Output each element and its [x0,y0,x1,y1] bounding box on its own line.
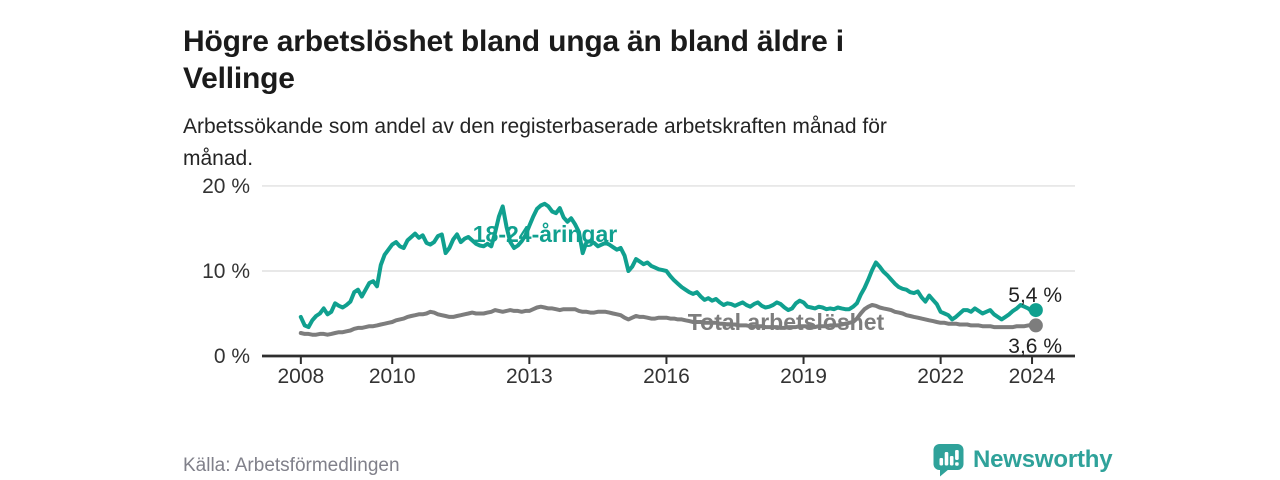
newsworthy-logo: Newsworthy [933,443,1113,477]
brand-name: Newsworthy [973,446,1113,473]
chart-subtitle: Arbetssökande som andel av den registerb… [183,111,1043,174]
y-tick-label: 10 % [202,260,250,283]
series-line-total [298,303,1038,337]
logo-bar-3 [949,456,954,466]
logo-bubble-tail [940,469,949,477]
x-tick-label: 2022 [917,365,964,388]
chart-subtitle-line1: Arbetssökande som andel av den registerb… [183,115,887,138]
source-note: Källa: Arbetsförmedlingen [183,455,400,476]
page-title-line1: Högre arbetslöshet bland unga än bland ä… [183,25,844,59]
series-label-total: Total arbetslöshet [688,309,885,335]
x-tick-label: 2010 [369,365,416,388]
x-tick-label: 2024 [1009,365,1056,388]
page-title: Högre arbetslöshet bland unga än bland ä… [183,24,1043,97]
series-label-young: 18-24-åringar [473,221,618,247]
newsworthy-logo-icon [933,444,964,477]
logo-bar-2 [944,452,949,466]
y-tick-label: 20 % [202,175,250,198]
logo-bar-1 [939,458,944,466]
page-title-line2: Vellinge [183,61,295,95]
series-end-dot-young [1028,303,1043,318]
x-tick-label: 2013 [506,365,553,388]
x-tick-label: 2019 [780,365,827,388]
chart-subtitle-line2: månad. [183,146,254,170]
series-end-dot-total [1028,318,1043,333]
y-tick-label: 0 % [214,345,250,368]
line-chart-svg: 0 % 10 % 20 % 2008 2010 2013 2016 2019 2022 2024 1… [202,175,1075,388]
series-end-label-young: 5,4 % [1008,284,1062,307]
series-end-label-total: 3,6 % [1008,335,1062,358]
logo-exclamation-dot [955,462,959,466]
line-chart: 0 % 10 % 20 % 2008 2010 2013 2016 2019 2022 2024 1… [0,170,1280,400]
logo-exclamation-bar [955,450,959,460]
series-line-young [298,201,1038,330]
x-tick-label: 2008 [277,365,324,388]
logo-bubble [933,444,964,470]
x-tick-label: 2016 [643,365,690,388]
